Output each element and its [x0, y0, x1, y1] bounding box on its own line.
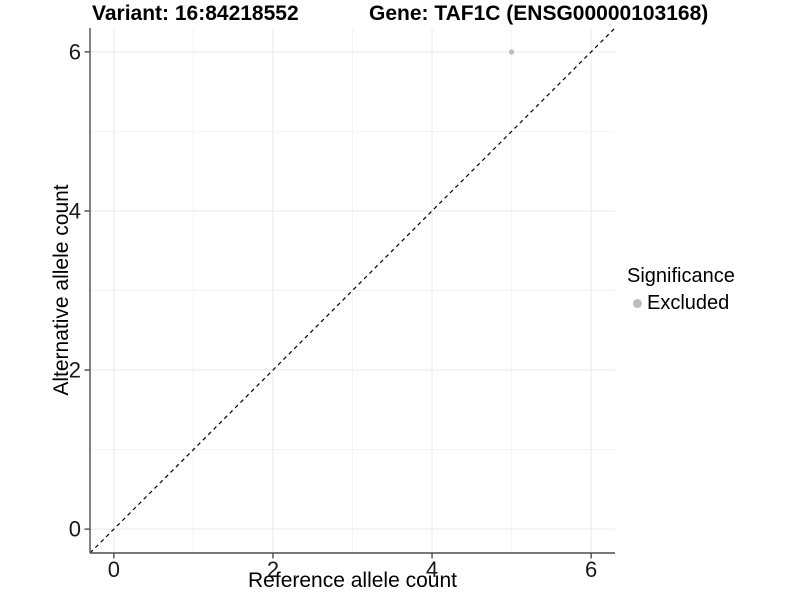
x-tick-label: 2: [267, 557, 279, 582]
plot-title-gene: Gene: TAF1C (ENSG00000103168): [369, 2, 709, 25]
legend-title: Significance: [627, 265, 735, 287]
x-tick-label: 6: [585, 557, 597, 582]
legend-item-excluded: Excluded: [633, 292, 735, 315]
x-tick-label: 4: [426, 557, 438, 582]
y-tick-label: 0: [69, 517, 81, 542]
y-tick-label: 4: [69, 198, 81, 223]
legend: Significance Excluded: [627, 265, 735, 315]
x-axis-title: Reference allele count: [248, 569, 457, 592]
x-tick-label: 0: [108, 557, 120, 582]
legend-key-dot: [633, 299, 642, 308]
data-point: [508, 49, 515, 55]
plot-title-variant: Variant: 16:84218552: [92, 2, 299, 25]
y-tick-label: 6: [69, 39, 81, 64]
identity-reference-line: [89, 27, 616, 554]
legend-item-label: Excluded: [647, 292, 730, 314]
y-axis-title: Alternative allele count: [50, 184, 73, 396]
y-tick-label: 2: [69, 358, 81, 383]
